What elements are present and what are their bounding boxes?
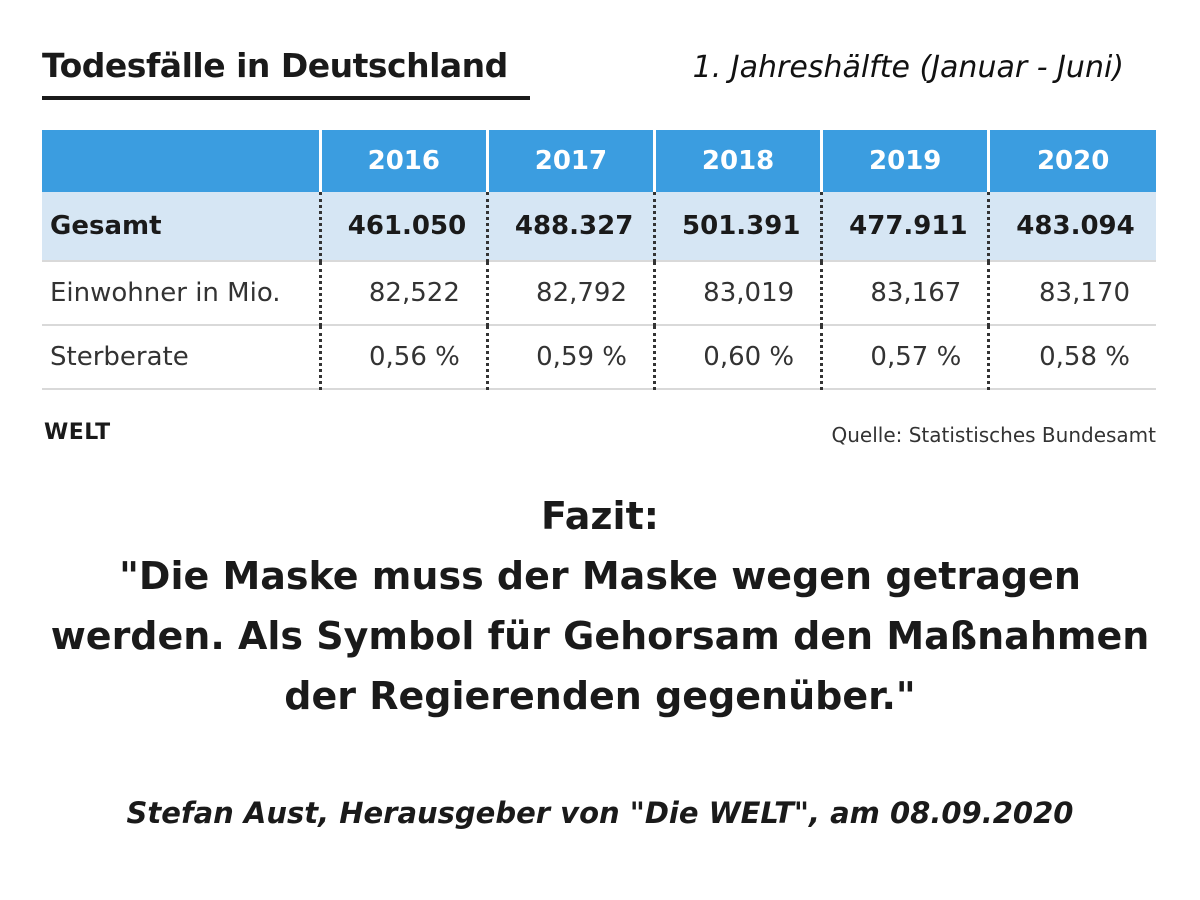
table-cell: 83,019 [653, 261, 822, 326]
table-cell: 0,58 % [987, 325, 1156, 390]
welt-logo: WELT [44, 420, 111, 445]
year-header: 2016 [318, 130, 488, 192]
table-cell: 477.911 [820, 192, 989, 262]
year-header: 2017 [485, 130, 655, 192]
conclusion-block: Fazit: "Die Maske muss der Maske wegen g… [40, 486, 1160, 726]
table-cell: 82,792 [485, 261, 655, 326]
year-header: 2019 [820, 130, 989, 192]
table-cell: 0,59 % [485, 325, 655, 390]
table-cell: 83,167 [820, 261, 989, 326]
row-label: Einwohner in Mio. [42, 261, 321, 326]
year-header: 2020 [987, 130, 1156, 192]
table-cell: 501.391 [653, 192, 822, 262]
table-row-total: Gesamt 461.050 488.327 501.391 477.911 4… [42, 192, 1156, 262]
row-label: Gesamt [42, 192, 321, 262]
source-note: Quelle: Statistisches Bundesamt [831, 423, 1157, 447]
table-header-row: 2016 2017 2018 2019 2020 [42, 130, 1156, 192]
year-header: 2018 [653, 130, 822, 192]
table-cell: 483.094 [987, 192, 1156, 262]
header-empty-cell [42, 130, 321, 192]
title-underline [42, 96, 530, 100]
table-row-death-rate: Sterberate 0,56 % 0,59 % 0,60 % 0,57 % 0… [42, 325, 1156, 390]
table-row-population: Einwohner in Mio. 82,522 82,792 83,019 8… [42, 261, 1156, 326]
table-cell: 0,56 % [318, 325, 488, 390]
period-subtitle: 1. Jahreshälfte (Januar - Juni) [692, 50, 1124, 85]
table-cell: 0,57 % [820, 325, 989, 390]
quote-attribution: Stefan Aust, Herausgeber von "Die WELT",… [126, 796, 1074, 830]
table-cell: 461.050 [318, 192, 488, 262]
conclusion-heading: Fazit: [541, 494, 659, 538]
chart-title: Todesfälle in Deutschland [42, 46, 508, 85]
table-cell: 82,522 [318, 261, 488, 326]
conclusion-quote: "Die Maske muss der Maske wegen getragen… [50, 554, 1150, 718]
table-cell: 488.327 [485, 192, 655, 262]
row-label: Sterberate [42, 325, 321, 390]
deaths-table: 2016 2017 2018 2019 2020 Gesamt 461.050 … [42, 130, 1156, 390]
table-cell: 0,60 % [653, 325, 822, 390]
table-cell: 83,170 [987, 261, 1156, 326]
